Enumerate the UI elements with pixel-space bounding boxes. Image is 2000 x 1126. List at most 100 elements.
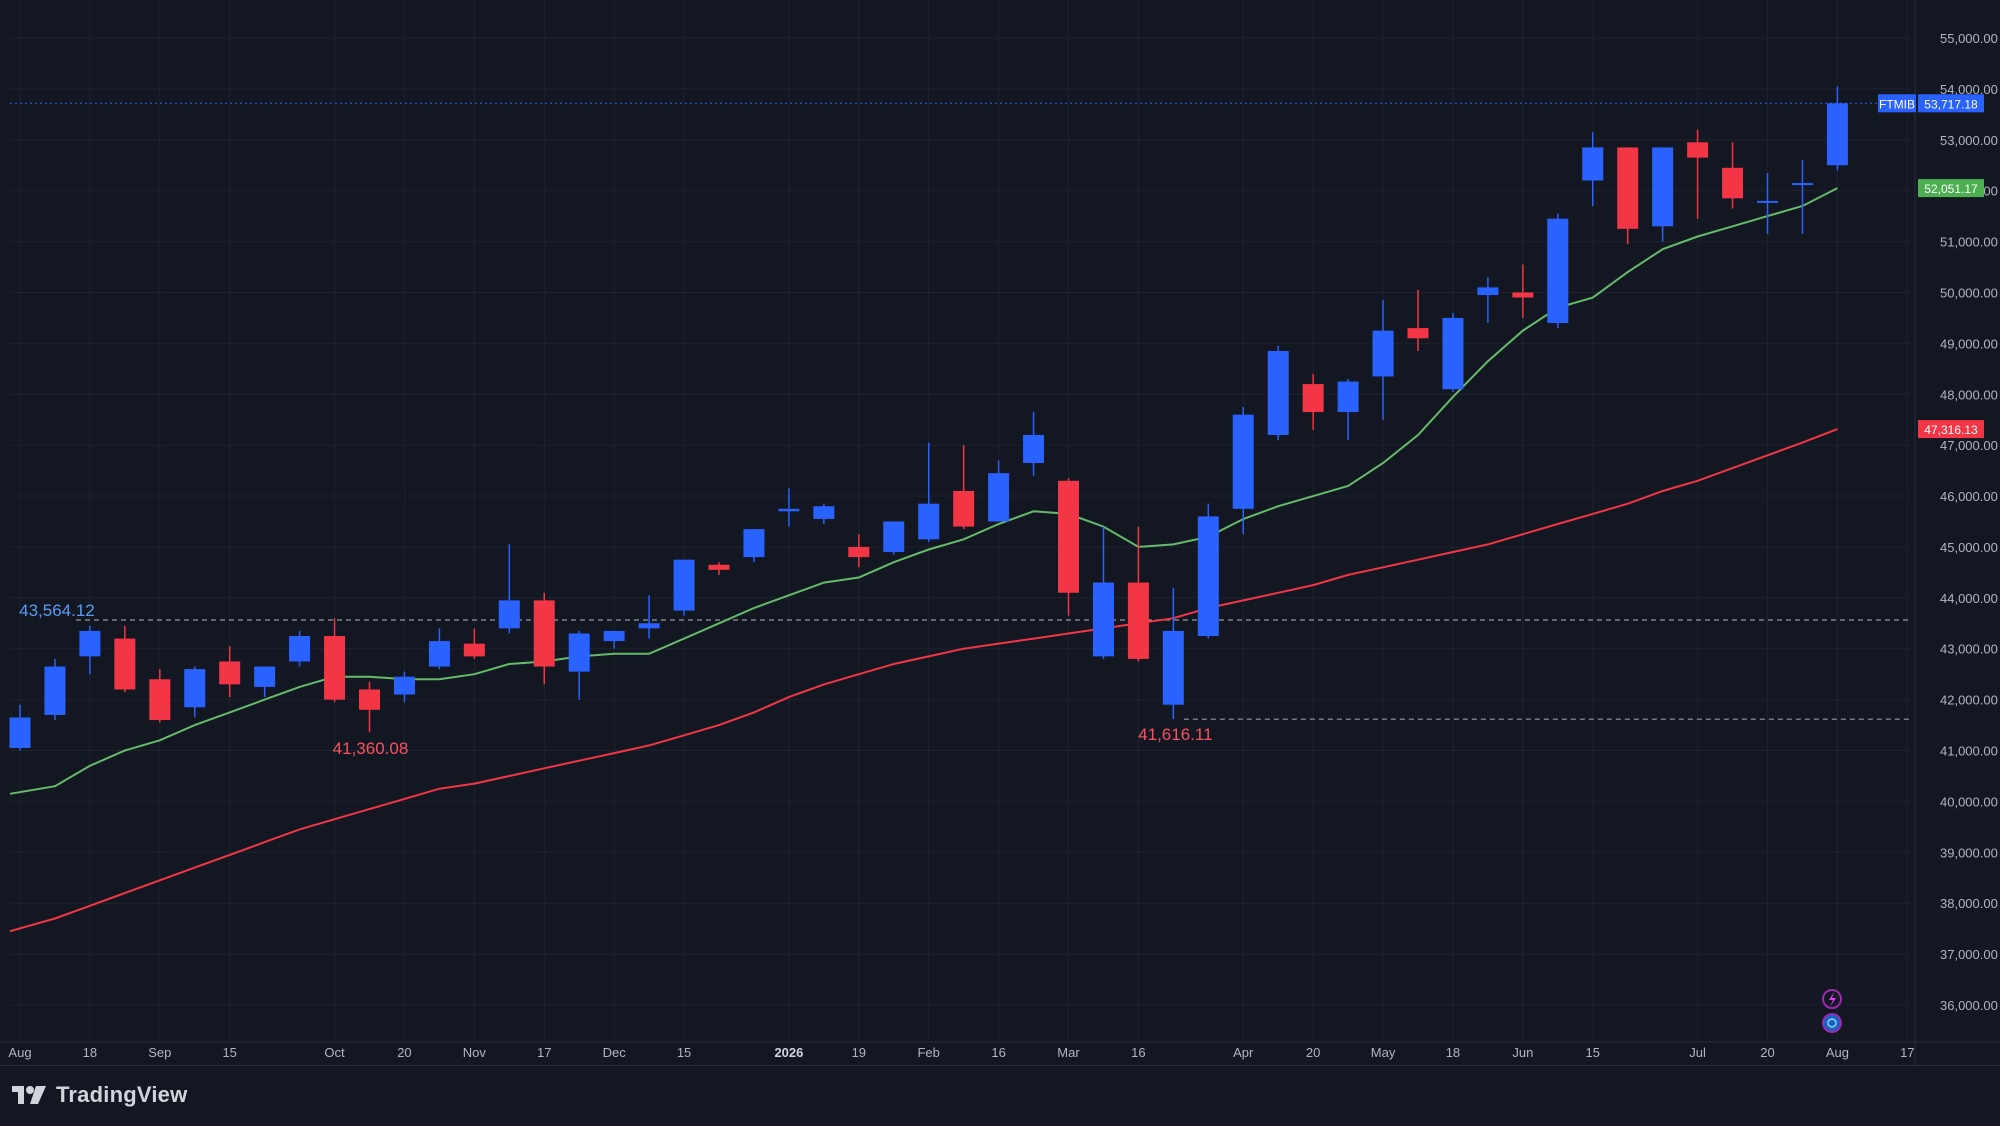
candle-down (1617, 147, 1639, 245)
candle-body (1372, 330, 1394, 377)
price-tick-label: 36,000.00 (1940, 998, 1998, 1013)
candle-body (1232, 414, 1254, 509)
ma-slow-line (9, 428, 1838, 933)
tradingview-logo-icon (12, 1086, 46, 1104)
candle-down (1127, 526, 1149, 662)
candle-body (1302, 384, 1324, 413)
time-tick-label: Nov (463, 1045, 487, 1060)
candle-down (149, 669, 171, 723)
candle-down (708, 562, 730, 575)
price-tick-label: 47,000.00 (1940, 438, 1998, 453)
candle-up (1477, 277, 1499, 324)
price-tick-label: 39,000.00 (1940, 845, 1998, 860)
candle-body (533, 600, 555, 667)
candle-body (219, 661, 241, 685)
high-price-label: 43,564.12 (19, 601, 95, 620)
candle-body (324, 636, 346, 700)
candle-up (1442, 312, 1464, 392)
reference-lines (10, 102, 1910, 720)
time-tick-label: 18 (83, 1045, 97, 1060)
time-tick-label: Oct (324, 1045, 345, 1060)
candle-up (9, 704, 31, 751)
price-tick-label: 37,000.00 (1940, 947, 1998, 962)
candle-body (428, 641, 450, 667)
time-tick-label: Aug (1826, 1045, 1849, 1060)
candle-body (673, 559, 695, 611)
candle-body (1547, 218, 1569, 324)
price-tick-label: 46,000.00 (1940, 489, 1998, 504)
candle-up (1023, 412, 1045, 476)
candle-down (463, 628, 485, 659)
candle-body (184, 669, 206, 708)
candle-body (463, 643, 485, 657)
candle-up (393, 671, 415, 703)
time-tick-label: Sep (148, 1045, 171, 1060)
candle-down (1687, 129, 1709, 219)
time-tick-label: May (1371, 1045, 1396, 1060)
candle-down (848, 534, 870, 568)
candle-up (1092, 526, 1114, 659)
flash-icon[interactable] (1822, 989, 1842, 1009)
symbol-tag: FTMIB (1879, 97, 1915, 111)
candle-body (1267, 351, 1289, 435)
time-tick-label: 16 (991, 1045, 1005, 1060)
candle-up (1652, 147, 1674, 242)
price-tick-label: 48,000.00 (1940, 387, 1998, 402)
price-tick-label: 51,000.00 (1940, 235, 1998, 250)
candle-up (883, 521, 905, 555)
ma-fast-tag-bg (1918, 179, 1984, 198)
candle-body (883, 521, 905, 553)
time-tick-label: 20 (1760, 1045, 1774, 1060)
candles-layer (9, 86, 1848, 751)
candle-up (1547, 213, 1569, 329)
brand[interactable]: TradingView (12, 1080, 187, 1110)
candle-up (254, 666, 276, 698)
symbol-tag-bg (1878, 94, 1916, 113)
candle-body (1757, 200, 1778, 203)
candle-up (428, 628, 450, 670)
time-tick-label: Dec (603, 1045, 627, 1060)
flash-icon-glyph (1829, 992, 1836, 1007)
price-tick-label: 49,000.00 (1940, 336, 1998, 351)
candle-up (568, 630, 590, 700)
chart-grid (10, 0, 1910, 1040)
candle-body (1582, 147, 1604, 181)
candle-down (1722, 142, 1744, 209)
candle-body (1826, 103, 1848, 166)
time-tick-label: 18 (1446, 1045, 1460, 1060)
price-axis[interactable]: 36,000.00 37,000.00 38,000.00 39,000.00 40,0… (0, 0, 2000, 1065)
candle-down (1058, 478, 1079, 616)
candle-body (1477, 287, 1499, 296)
candle-body (1512, 292, 1534, 298)
candle-down (953, 445, 975, 530)
time-tick-label: 20 (1306, 1045, 1320, 1060)
time-tick-label: 17 (537, 1045, 551, 1060)
candle-body (498, 600, 520, 629)
time-axis[interactable]: Aug 18 Sep 15 Oct 20 Nov 17 Dec 15 2026 19 Feb 16 Mar 1… (8, 1045, 1914, 1060)
time-tick-label: 2026 (774, 1045, 803, 1060)
time-tick-label: Feb (917, 1045, 939, 1060)
candle-body (848, 546, 870, 558)
time-tick-label: Aug (8, 1045, 31, 1060)
candle-up (638, 595, 660, 639)
candle-body (603, 630, 625, 642)
ma-slow-tag: 47,316.13 (1924, 423, 1978, 437)
globe-icon[interactable] (1822, 1013, 1842, 1033)
ma-fast-line (9, 187, 1838, 795)
candle-up (988, 460, 1010, 522)
candle-down (359, 681, 380, 733)
price-tick-label: 50,000.00 (1940, 285, 1998, 300)
candle-body (1023, 434, 1045, 463)
candle-body (114, 638, 136, 690)
candle-up (743, 529, 765, 563)
chart-icons[interactable] (1822, 989, 1842, 1033)
ma-fast-tag: 52,051.17 (1924, 182, 1978, 196)
ma-slow-tag-bg (1918, 420, 1984, 439)
candle-down (1302, 373, 1324, 430)
candle-up (813, 503, 835, 525)
candle-body (1407, 328, 1429, 339)
candle-body (1617, 147, 1639, 229)
candle-up (79, 625, 101, 675)
candle-down (1407, 289, 1429, 352)
